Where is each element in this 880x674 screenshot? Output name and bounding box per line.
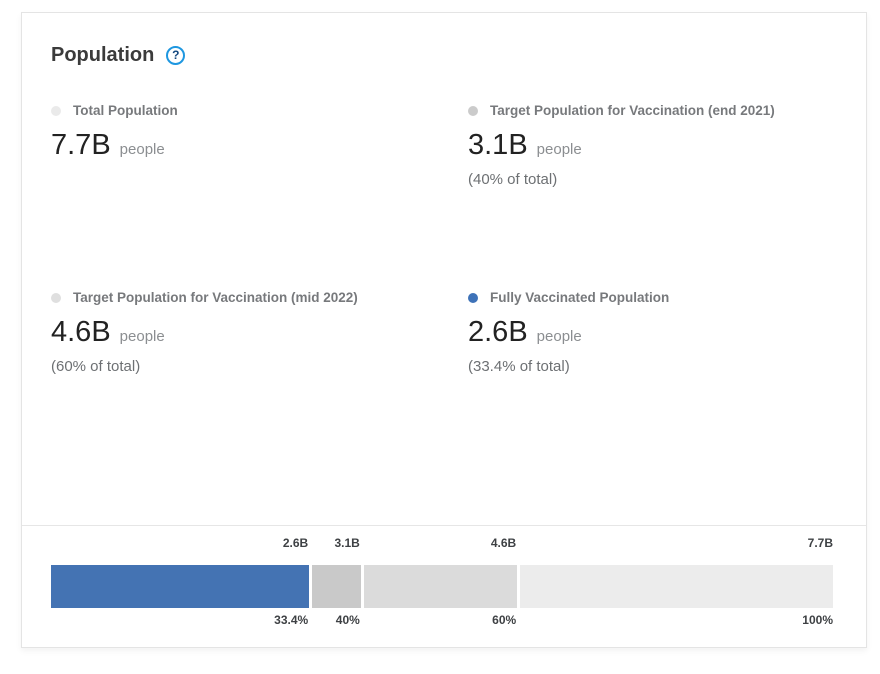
stat-total-population: Total Population 7.7B people	[51, 101, 442, 288]
stat-target-mid-2022: Target Population for Vaccination (mid 2…	[51, 288, 442, 375]
stat-value: 3.1B	[468, 128, 528, 161]
stat-unit: people	[536, 140, 582, 158]
stat-label: Total Population	[73, 103, 178, 118]
help-icon[interactable]: ?	[166, 45, 186, 65]
bar-percent-label-total-population: 100%	[802, 613, 833, 627]
stat-value-row: 3.1B people	[468, 129, 833, 162]
stat-head: Target Population for Vaccination (end 2…	[468, 101, 833, 122]
stat-head: Total Population	[51, 101, 442, 122]
legend-dot-fully-vaccinated	[468, 293, 478, 303]
population-bar-track	[51, 565, 833, 608]
stat-unit: people	[536, 327, 582, 345]
stat-head: Fully Vaccinated Population	[468, 288, 833, 309]
stat-value: 2.6B	[468, 315, 528, 348]
population-card: Population ? Total Population 7.7B peopl…	[21, 12, 867, 648]
bar-value-labels: 2.6B 3.1B 4.6B 7.7B	[51, 536, 833, 552]
bar-segment-target-population-for-vaccination-mid-2022[interactable]	[363, 565, 521, 608]
legend-dot-target-end-2021	[468, 106, 478, 116]
stat-value-row: 7.7B people	[51, 129, 442, 162]
stat-note: (33.4% of total)	[468, 358, 570, 376]
bar-percent-labels: 33.4% 40% 60% 100%	[51, 613, 833, 629]
stat-fully-vaccinated: Fully Vaccinated Population 2.6B people …	[442, 288, 833, 375]
bar-value-label-total-population: 7.7B	[807, 536, 833, 550]
legend-dot-target-mid-2022	[51, 293, 61, 303]
stat-value: 7.7B	[51, 128, 111, 161]
bar-percent-label-target-population-for-vaccination-end-2021: 40%	[335, 613, 360, 627]
stat-note: (40% of total)	[468, 171, 558, 189]
stat-head: Target Population for Vaccination (mid 2…	[51, 288, 442, 309]
stat-label: Fully Vaccinated Population	[490, 290, 670, 305]
bar-segment-target-population-for-vaccination-end-2021[interactable]	[312, 565, 364, 608]
population-stats-grid: Total Population 7.7B people Target Popu…	[51, 101, 833, 375]
stat-target-end-2021: Target Population for Vaccination (end 2…	[442, 101, 833, 288]
stat-note: (60% of total)	[51, 358, 141, 376]
stat-value-row: 2.6B people	[468, 316, 833, 349]
bar-value-label-fully-vaccinated-population: 2.6B	[282, 536, 309, 550]
bar-value-label-target-population-for-vaccination-mid-2022: 4.6B	[490, 536, 517, 550]
stat-value-row: 4.6B people	[51, 316, 442, 349]
bar-value-label-target-population-for-vaccination-end-2021: 3.1B	[334, 536, 360, 550]
legend-dot-total-population	[51, 106, 61, 116]
bar-segment-fully-vaccinated-population[interactable]	[51, 565, 313, 608]
stat-unit: people	[119, 140, 165, 158]
bar-percent-label-fully-vaccinated-population: 33.4%	[274, 613, 309, 627]
card-header: Population ?	[51, 43, 833, 67]
page-title: Population	[51, 44, 155, 66]
bar-segment-total-population[interactable]	[520, 565, 833, 608]
stat-label: Target Population for Vaccination (mid 2…	[73, 290, 358, 305]
bar-percent-label-target-population-for-vaccination-mid-2022: 60%	[492, 613, 517, 627]
stat-value: 4.6B	[51, 315, 111, 348]
stat-unit: people	[119, 327, 165, 345]
population-progress-section: 2.6B 3.1B 4.6B 7.7B 33.4% 40% 60% 100%	[22, 525, 866, 647]
stat-label: Target Population for Vaccination (end 2…	[490, 103, 775, 118]
